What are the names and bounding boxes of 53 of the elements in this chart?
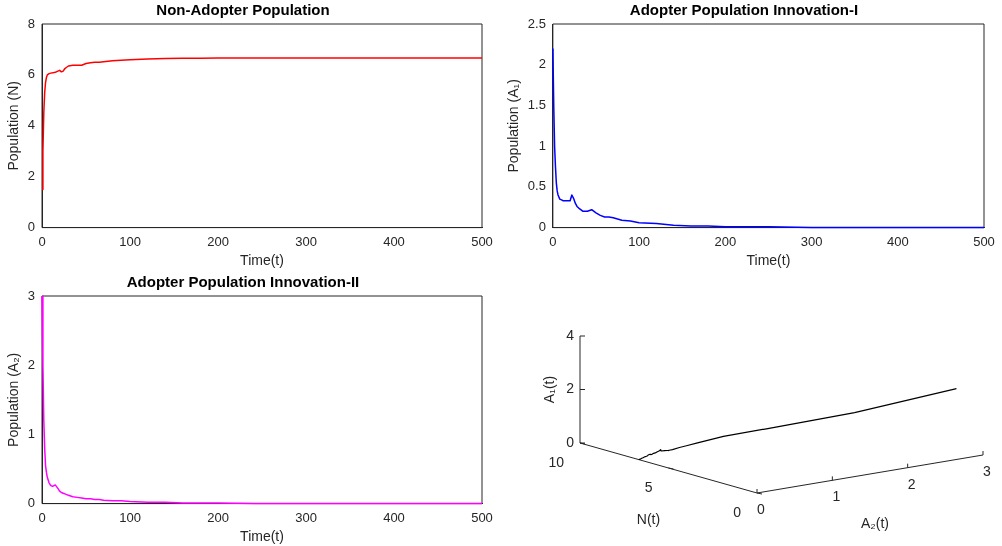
x-tick-label: 100 <box>119 509 141 525</box>
chart-title: Adopter Population Innovation-II <box>126 273 360 291</box>
y-axis-title: Population (N) <box>5 81 22 171</box>
y-axis-title: Population (A₂) <box>5 352 22 447</box>
x-tick-label: 400 <box>886 233 909 249</box>
y-tick-label: 2 <box>27 168 36 184</box>
x-tick-label: 300 <box>295 233 317 249</box>
y-axis-title: Population (A₁) <box>505 79 522 173</box>
x-tick-label: 400 <box>383 509 405 525</box>
x-tick-label: 100 <box>119 233 141 249</box>
text: A₁(t) <box>540 375 557 404</box>
text: N(t) <box>636 510 661 527</box>
text: A₂(t) <box>861 514 889 531</box>
x-tick-label: 100 <box>628 233 650 249</box>
y-tick-label: 8 <box>27 15 36 31</box>
y-tick-label: 0 <box>538 219 546 235</box>
x-tick-label: 200 <box>714 233 737 249</box>
x-tick-label: 400 <box>383 233 405 249</box>
y-tick-label: 3 <box>27 287 36 303</box>
x-tick-label: 300 <box>295 509 317 525</box>
y-tick-label: 4 <box>27 117 36 133</box>
x-tick-label: 200 <box>207 233 229 249</box>
x-axis-title: Time(t) <box>746 252 791 269</box>
text: 3 <box>983 462 992 479</box>
x-tick-label: 200 <box>207 509 229 525</box>
x-tick-label: 0 <box>38 509 46 525</box>
x-tick-label: 500 <box>471 509 493 525</box>
y-tick-label: 1 <box>27 425 36 441</box>
chart-title: Non-Adopter Population <box>156 1 330 19</box>
text: 2 <box>907 475 916 492</box>
x-axis-title: Time(t) <box>240 528 284 545</box>
y-tick-label: 6 <box>27 66 36 82</box>
text: 1 <box>832 488 841 505</box>
text: 5 <box>644 478 653 495</box>
text: 2 <box>566 380 575 397</box>
y-tick-label: 2.5 <box>527 15 546 31</box>
x-tick-label: 500 <box>973 233 995 249</box>
x-axis-title: Time(t) <box>240 252 284 269</box>
text: 0 <box>566 433 575 450</box>
x-tick-label: 0 <box>38 233 46 249</box>
y-tick-label: 0.5 <box>527 178 546 194</box>
text: 10 <box>548 453 565 470</box>
y-tick-label: 2 <box>27 356 36 372</box>
chart-title: Adopter Population Innovation-I <box>629 1 859 19</box>
x-tick-label: 300 <box>800 233 823 249</box>
y-tick-label: 1.5 <box>527 97 546 113</box>
y-tick-label: 1 <box>538 137 546 153</box>
y-tick-label: 0 <box>27 495 36 511</box>
y-tick-label: 2 <box>538 56 546 72</box>
y-tick-label: 0 <box>27 219 36 235</box>
x-tick-label: 500 <box>471 233 493 249</box>
x-tick-label: 0 <box>549 233 557 249</box>
text: 4 <box>566 326 575 343</box>
